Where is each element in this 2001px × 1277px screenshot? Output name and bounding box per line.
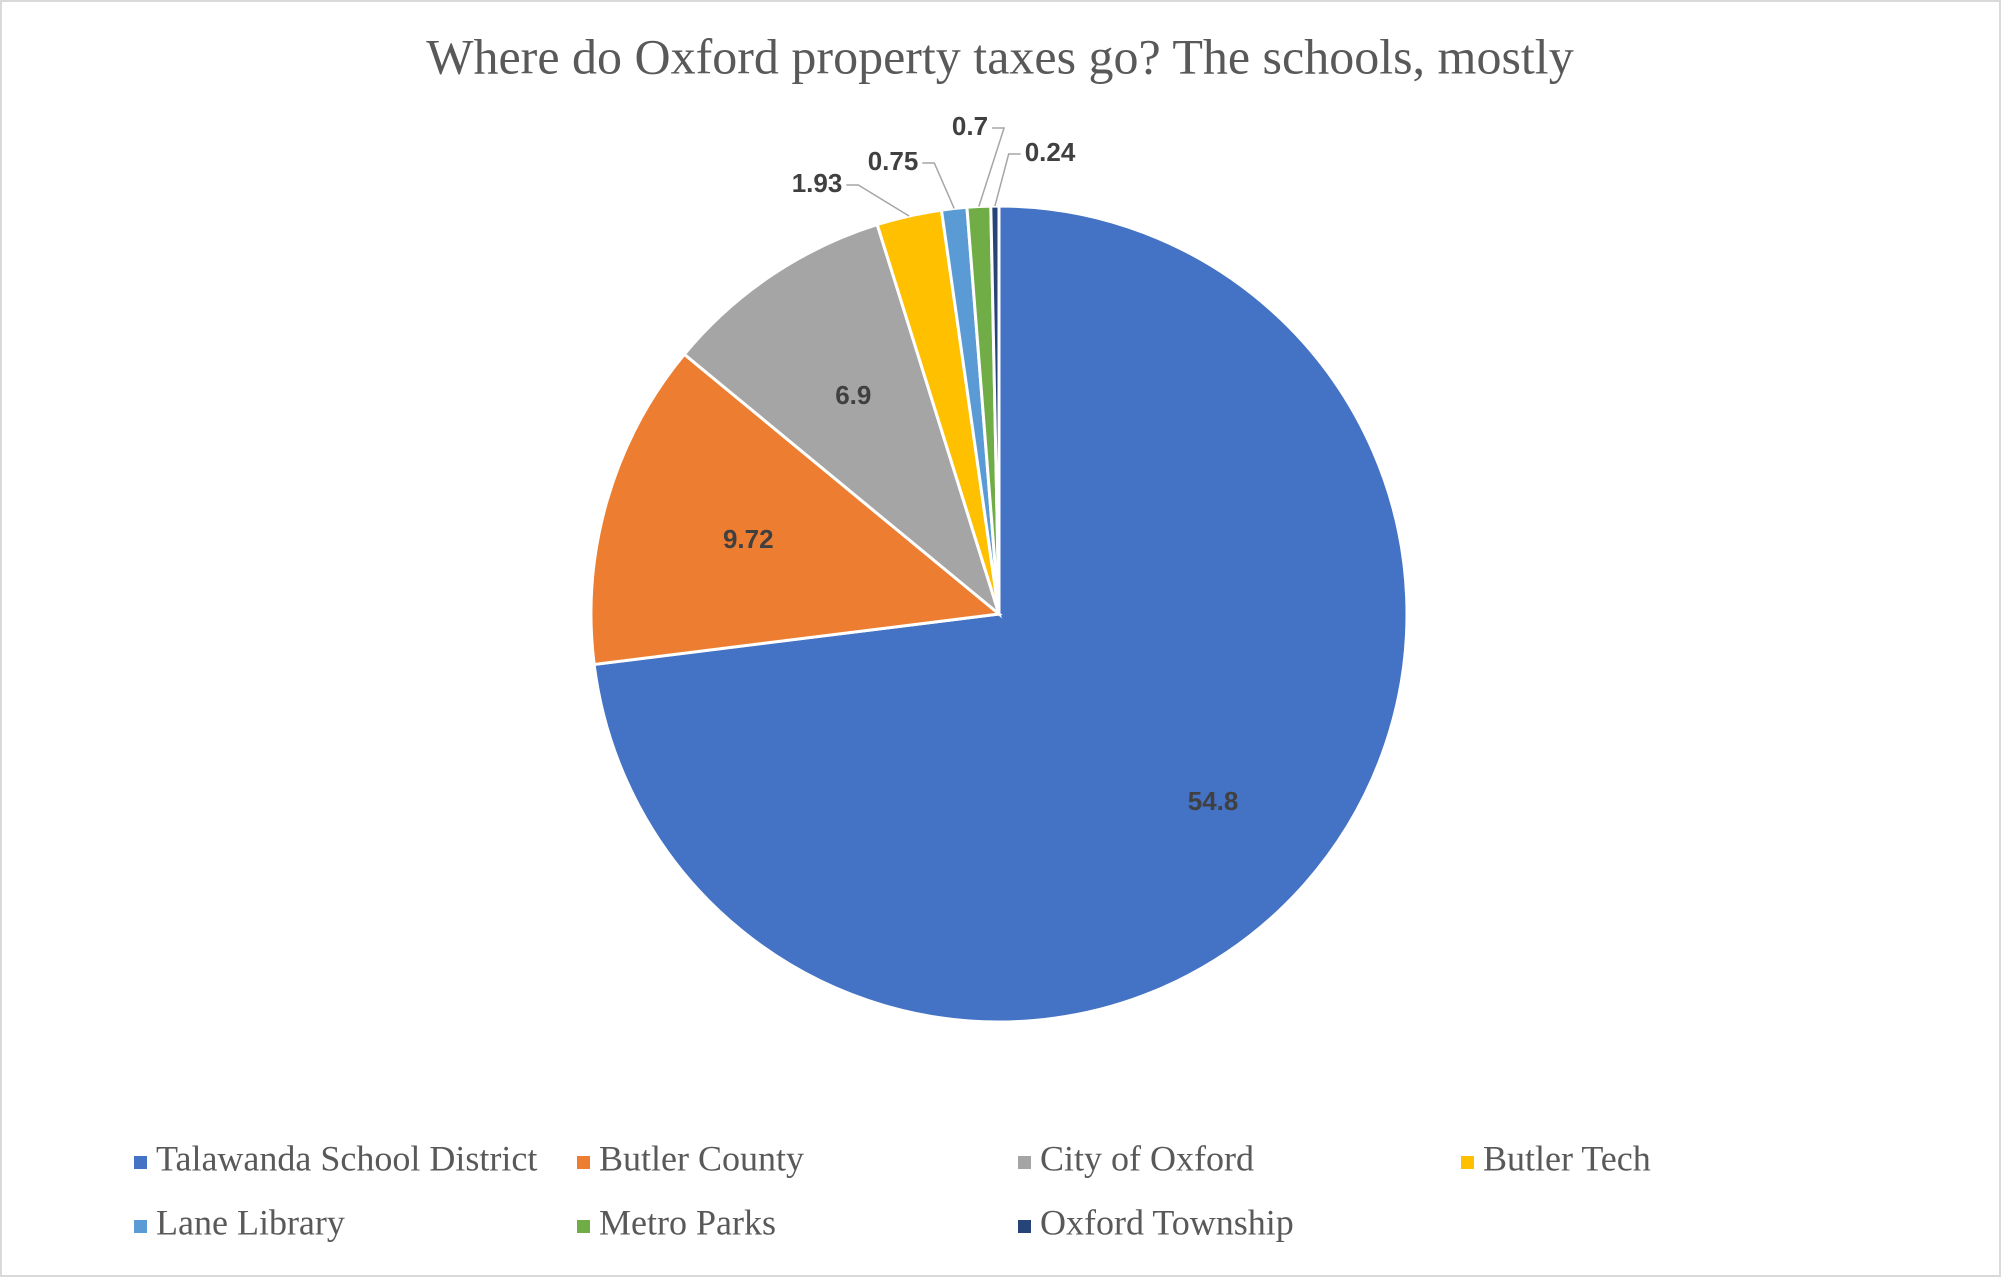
legend-label: Metro Parks [599,1202,776,1242]
legend-label: Lane Library [156,1202,345,1242]
legend-swatch [134,1220,147,1233]
legend-swatch [577,1156,590,1169]
leader-line [994,153,1021,207]
data-label: 54.8 [1188,786,1239,816]
legend-label: Oxford Township [1040,1202,1294,1242]
data-label: 0.7 [952,111,988,141]
legend-swatch [1018,1156,1031,1169]
data-label: 1.93 [792,168,843,198]
legend-label: City of Oxford [1040,1138,1254,1178]
leader-line [978,127,1006,207]
data-label: 6.9 [835,380,871,410]
legend-label: Talawanda School District [156,1138,537,1178]
pie-slice [682,222,1002,619]
legend-swatch [1461,1156,1474,1169]
legend-swatch [577,1220,590,1233]
chart-title: Where do Oxford property taxes go? The s… [426,28,1573,84]
legend-swatch [134,1156,147,1169]
leader-line [922,162,955,209]
legend-swatch [1018,1220,1031,1233]
legend-label: Butler Tech [1483,1138,1651,1178]
data-label: 9.72 [723,524,774,554]
data-label: 0.24 [1025,137,1076,167]
pie-slice [589,352,1003,667]
leader-line [846,184,910,217]
legend-label: Butler County [599,1138,804,1178]
data-label: 0.75 [868,146,919,176]
